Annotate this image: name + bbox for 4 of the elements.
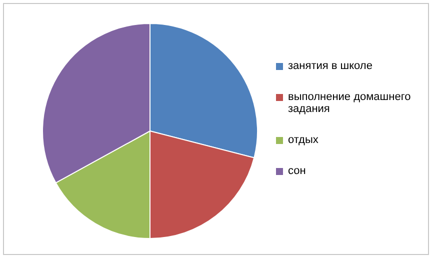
legend-label: выполнение домашнего задания [288,91,412,115]
legend-label: занятия в школе [288,60,372,72]
legend-label: сон [288,165,306,177]
legend-label: отдых [288,134,318,146]
